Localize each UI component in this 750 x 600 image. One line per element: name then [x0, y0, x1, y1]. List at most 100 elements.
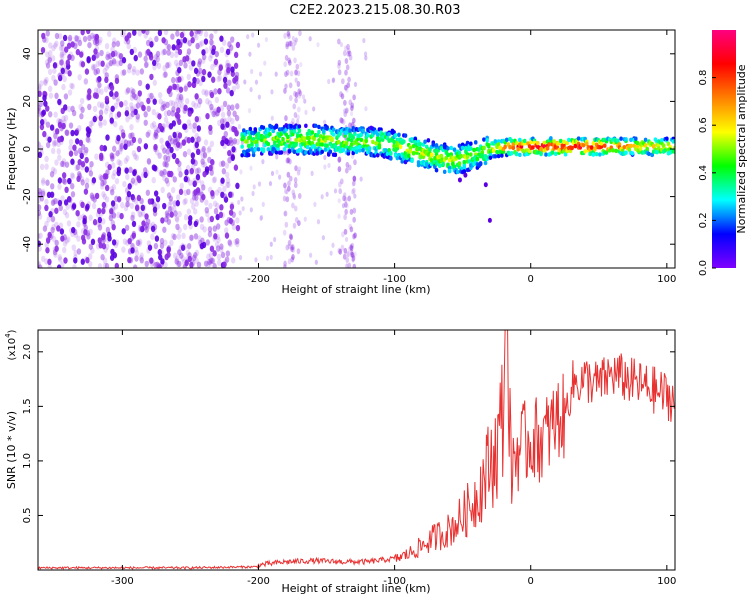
- spectrogram-cell: [53, 79, 58, 86]
- spectrogram-cell: [162, 226, 167, 233]
- spectrogram-cell: [342, 195, 346, 202]
- spectrogram-cell: [49, 191, 55, 198]
- spectrogram-cell: [498, 145, 503, 150]
- spectrogram-cell: [235, 138, 240, 145]
- spectrogram-cell: [119, 212, 124, 220]
- spectrogram-cell: [191, 60, 196, 67]
- spectrogram-cell: [137, 90, 142, 97]
- spectrogram-cell: [331, 78, 335, 84]
- spectrogram-cell: [162, 48, 167, 56]
- spectrogram-cell: [204, 199, 209, 206]
- spectrogram-cell: [166, 245, 172, 252]
- spectrogram-cell: [113, 50, 118, 57]
- snr-multiplier-exp: 4: [4, 333, 12, 338]
- spectrogram-cell: [158, 98, 163, 105]
- spectrogram-cell: [219, 35, 224, 42]
- spectrogram-cell: [215, 223, 221, 230]
- spectrogram-cell: [624, 137, 628, 142]
- spectrogram-cell: [147, 129, 152, 137]
- spectrogram-cell: [351, 135, 356, 140]
- spectrogram-cell: [228, 44, 234, 51]
- spectrogram-cell: [343, 214, 347, 221]
- spectrogram-cell: [406, 153, 411, 159]
- spectrogram-cell: [345, 263, 349, 268]
- spectrogram-cell: [103, 202, 108, 209]
- spectrogram-cell: [249, 207, 253, 213]
- spectrogram-cell: [126, 139, 131, 146]
- spectrogram-cell: [97, 216, 103, 224]
- spectrogram-cell: [298, 90, 303, 97]
- spectrogram-cell: [645, 146, 650, 152]
- spectrogram-cell: [79, 97, 85, 105]
- spectrogram-cell: [339, 117, 343, 124]
- spectrogram-cell: [284, 143, 289, 149]
- spectrogram-cell: [73, 149, 79, 157]
- spectrogram-cell: [285, 69, 290, 76]
- spectrogram-cell: [220, 123, 225, 130]
- spectrogram-cell: [346, 137, 351, 142]
- spectrogram-cell: [83, 229, 88, 236]
- spectrogram-cell: [348, 128, 352, 133]
- spectrogram-cell: [286, 157, 291, 164]
- spectrogram-cell: [195, 173, 201, 181]
- spectrogram-cell: [123, 33, 128, 40]
- spectrogram-cell: [485, 138, 489, 143]
- spectrogram-cell: [283, 61, 288, 68]
- spectrogram-cell: [591, 141, 596, 146]
- spectrogram-cell: [143, 223, 148, 231]
- spectrogram-cell: [131, 220, 137, 228]
- spectrogram-cell: [132, 169, 137, 177]
- spectrogram-cell: [121, 228, 126, 235]
- spectrogram-cell: [198, 41, 203, 48]
- spectrogram-cell: [43, 100, 48, 107]
- spectrogram-cell: [289, 40, 293, 47]
- spectrogram-cell: [159, 170, 164, 177]
- spectrogram-cell: [84, 146, 89, 154]
- spectrogram-cell: [49, 171, 55, 178]
- spectrogram-cell: [361, 128, 365, 133]
- spectrogram-cell: [83, 224, 88, 232]
- spectrogram-cell: [496, 153, 501, 159]
- spectrogram-cell: [151, 108, 156, 116]
- spectrogram-cell: [353, 159, 357, 166]
- spectrogram-cell: [488, 155, 493, 160]
- spectrogram-cell: [149, 92, 154, 100]
- spectrogram-cell: [211, 76, 216, 83]
- spectrogram-cell: [167, 61, 172, 68]
- spectrogram-cell: [215, 202, 220, 210]
- spectrogram-cell: [303, 216, 307, 222]
- spectrogram-cell: [80, 161, 86, 168]
- spectrogram-cell: [308, 36, 312, 42]
- spectrogram-cell: [149, 257, 154, 264]
- spectrogram-cell: [204, 47, 209, 54]
- spectrogram-cell: [68, 138, 74, 146]
- spectrogram-cell: [563, 152, 568, 157]
- spectrogram-cell: [86, 94, 91, 101]
- spectrogram-cell: [395, 155, 400, 161]
- spectrogram-cell: [124, 110, 130, 117]
- spectrogram-cell: [142, 218, 147, 226]
- snr-multiplier-close: ): [7, 329, 18, 333]
- spectrogram-cell: [336, 139, 341, 145]
- spectrogram-cell: [101, 191, 106, 198]
- spectrogram-cell: [101, 207, 106, 215]
- spectrogram-cell: [478, 161, 483, 166]
- spectrogram-cell: [345, 64, 350, 71]
- spectrogram-cell: [240, 196, 244, 202]
- spectrogram-cell: [259, 215, 263, 221]
- spectrogram-cell: [50, 183, 55, 190]
- spectrogram-cell: [123, 99, 128, 107]
- spectrogram-cell: [212, 108, 217, 116]
- spectrogram-cell: [69, 172, 75, 179]
- spectrogram-cell: [70, 41, 75, 48]
- spectrogram-cell: [165, 148, 170, 155]
- spectrogram-cell: [213, 107, 219, 114]
- spectrogram-cell: [39, 118, 45, 126]
- spectrogram-cell: [149, 73, 154, 81]
- spectrogram-cell: [121, 246, 126, 253]
- spectrogram-cell: [258, 71, 263, 77]
- spectrogram-y-tick-label: 40: [22, 47, 33, 60]
- spectrogram-cell: [146, 97, 151, 105]
- spectrogram-cell: [297, 106, 301, 113]
- spectrogram-cell: [175, 223, 180, 231]
